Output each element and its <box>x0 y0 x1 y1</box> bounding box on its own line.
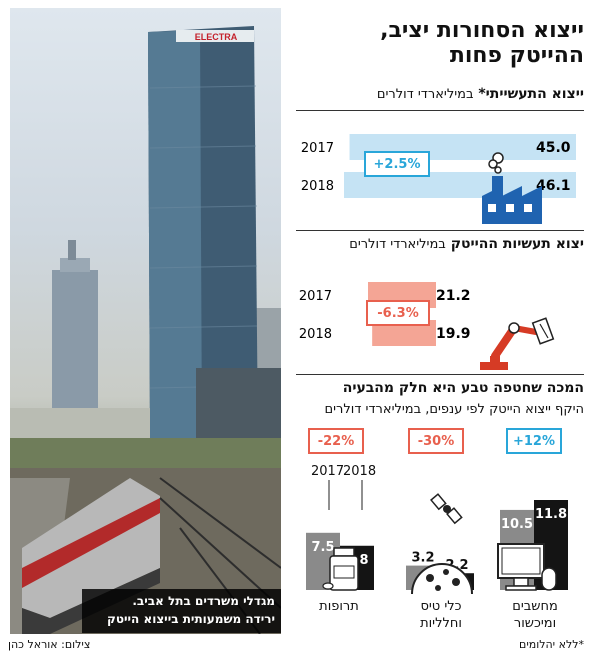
aircraft-label: כלי טיס וחלליות <box>406 598 476 632</box>
hitech-unit: במיליארדי דולרים <box>349 237 446 252</box>
computers-label-line2: ומיכשור <box>513 616 557 631</box>
divider <box>296 230 584 231</box>
factory-icon <box>482 152 542 224</box>
value-label-0-2018: 11.8 <box>535 507 567 522</box>
photo-credit: צילום: אוראל כהן <box>8 638 91 651</box>
drugs-change-badge: -22% <box>308 428 364 454</box>
value-label-2018: 46.1 <box>536 178 571 194</box>
industrial-unit: במיליארדי דולרים <box>376 87 474 102</box>
robot-arm-icon <box>480 317 555 370</box>
caption-line1: מגדלי משרדים בתל אביב. <box>132 594 275 608</box>
branches-title: המכה שחטפה טבע היא חלק מהבעיה <box>342 380 584 396</box>
value-label-2017: 45.0 <box>536 140 571 156</box>
hitech-section-title: יצוא תעשיות ההייטק במיליארדי דולרים <box>349 236 584 252</box>
computer-icon <box>497 543 557 591</box>
year-label-2017: 2017 <box>301 141 334 156</box>
year-label-2018: 2018 <box>299 327 332 342</box>
title-line1: ייצוא הסחורות יציב, <box>380 18 584 43</box>
value-label-2-2017: 7.5 <box>311 540 334 555</box>
year-label-2017: 2017 <box>311 464 345 479</box>
aircraft-label-line1: כלי טיס <box>420 599 462 614</box>
year-leader-lines <box>328 480 363 510</box>
value-label-1-2017: 3.2 <box>411 551 434 566</box>
branches-subtitle: היקף ייצוא הייטק לפי ענפים, במיליארדי דו… <box>324 402 584 417</box>
aircraft-change-badge: -30% <box>408 428 464 454</box>
title-line2: ההייטק פחות <box>449 43 584 68</box>
computers-change-badge: +12% <box>506 428 562 454</box>
computers-label: מחשבים ומיכשור <box>500 598 570 632</box>
industrial-section-title: ייצוא התעשייתי* במיליארדי דולרים <box>377 86 584 102</box>
value-label-2018: 19.9 <box>436 326 471 342</box>
footnote: *ללא יהלומים <box>519 638 584 651</box>
hitech-change-badge: -6.3% <box>366 300 430 326</box>
satellite-icon <box>430 493 463 525</box>
photo-caption: מגדלי משרדים בתל אביב. ירידה משמעותית בי… <box>82 589 281 633</box>
page-title: ייצוא הסחורות יציב, ההייטק פחות <box>294 18 584 68</box>
industrial-change-badge: +2.5% <box>364 151 430 177</box>
divider <box>296 110 584 111</box>
medicine-bottle-icon <box>322 547 359 591</box>
year-label-2018: 2018 <box>343 464 377 479</box>
divider <box>296 374 584 375</box>
svg-text:ELECTRA: ELECTRA <box>195 32 238 42</box>
value-label-2017: 21.2 <box>436 288 471 304</box>
aircraft-label-line2: וחלליות <box>420 616 462 631</box>
planet-icon <box>411 563 473 594</box>
year-label-2018: 2018 <box>301 179 334 194</box>
industrial-title: ייצוא התעשייתי* <box>478 86 584 102</box>
drugs-label: תרופות <box>304 598 374 615</box>
year-label-2017: 2017 <box>299 289 332 304</box>
hitech-title: יצוא תעשיות ההייטק <box>450 236 584 252</box>
value-label-0-2017: 10.5 <box>501 517 533 532</box>
computers-label-line1: מחשבים <box>512 599 558 614</box>
caption-line2: ירידה משמעותית בייצוא הייטק <box>107 612 275 626</box>
drugs-label-line1: תרופות <box>319 599 359 614</box>
city-photo: ELECTRA <box>10 8 281 634</box>
